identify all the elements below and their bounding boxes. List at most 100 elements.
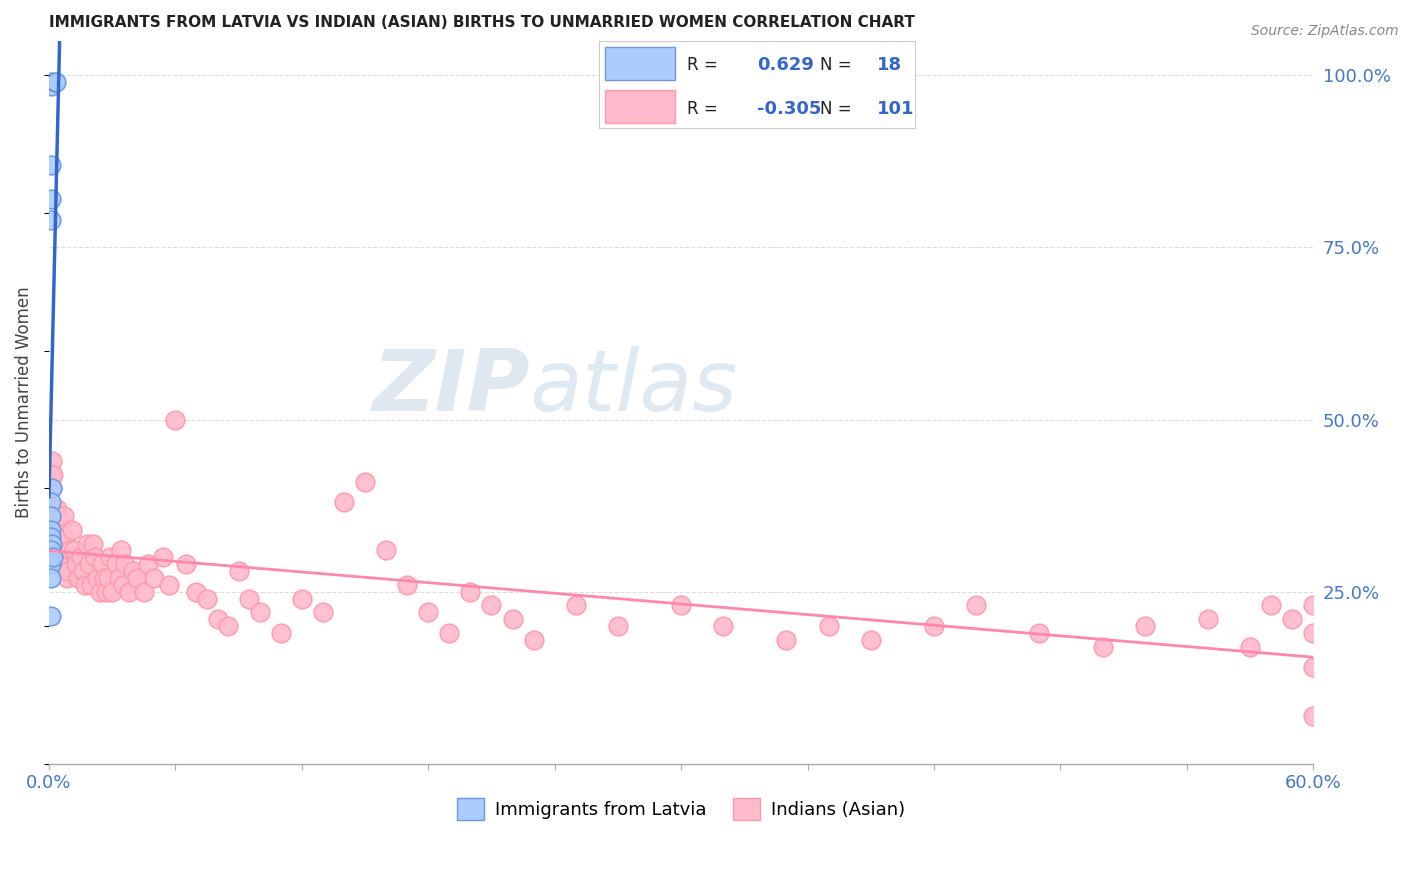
Point bbox=[143, 571, 166, 585]
Point bbox=[46, 536, 69, 550]
Point bbox=[291, 591, 314, 606]
Point bbox=[186, 584, 208, 599]
Point bbox=[118, 584, 141, 599]
Point bbox=[42, 502, 65, 516]
Point bbox=[41, 482, 63, 496]
Point bbox=[48, 508, 70, 523]
Point bbox=[101, 584, 124, 599]
Point bbox=[152, 550, 174, 565]
Point bbox=[965, 599, 987, 613]
Text: atlas: atlas bbox=[530, 346, 737, 429]
Point bbox=[606, 619, 628, 633]
Point bbox=[86, 571, 108, 585]
Point bbox=[1302, 708, 1324, 723]
Point bbox=[107, 571, 129, 585]
Point bbox=[1281, 612, 1303, 626]
Point bbox=[39, 192, 62, 206]
Point bbox=[48, 550, 70, 565]
Point bbox=[111, 578, 134, 592]
Point bbox=[65, 557, 87, 571]
Point bbox=[270, 626, 292, 640]
Point bbox=[922, 619, 945, 633]
Point bbox=[354, 475, 377, 489]
Point bbox=[89, 584, 111, 599]
Point bbox=[84, 550, 107, 565]
Point bbox=[39, 467, 62, 482]
Point bbox=[45, 75, 67, 89]
Text: ZIP: ZIP bbox=[371, 346, 530, 429]
Point bbox=[1091, 640, 1114, 654]
Point bbox=[46, 502, 69, 516]
Point bbox=[238, 591, 260, 606]
Point bbox=[39, 495, 62, 509]
Point bbox=[60, 523, 83, 537]
Point bbox=[41, 516, 63, 530]
Point bbox=[55, 550, 77, 565]
Point bbox=[122, 564, 145, 578]
Point bbox=[63, 543, 86, 558]
Point bbox=[1028, 626, 1050, 640]
Point bbox=[1197, 612, 1219, 626]
Point bbox=[41, 482, 63, 496]
Point bbox=[174, 557, 197, 571]
Point bbox=[195, 591, 218, 606]
Point bbox=[39, 571, 62, 585]
Point bbox=[97, 571, 120, 585]
Point bbox=[82, 536, 104, 550]
Point bbox=[1260, 599, 1282, 613]
Point bbox=[775, 632, 797, 647]
Point bbox=[481, 599, 503, 613]
Text: IMMIGRANTS FROM LATVIA VS INDIAN (ASIAN) BIRTHS TO UNMARRIED WOMEN CORRELATION C: IMMIGRANTS FROM LATVIA VS INDIAN (ASIAN)… bbox=[49, 15, 915, 30]
Point bbox=[48, 530, 70, 544]
Point bbox=[502, 612, 524, 626]
Point bbox=[44, 508, 66, 523]
Point bbox=[56, 564, 79, 578]
Point bbox=[439, 626, 461, 640]
Point bbox=[669, 599, 692, 613]
Point bbox=[157, 578, 180, 592]
Point bbox=[59, 543, 82, 558]
Point bbox=[217, 619, 239, 633]
Point bbox=[41, 454, 63, 468]
Point bbox=[53, 530, 76, 544]
Point bbox=[711, 619, 734, 633]
Text: Source: ZipAtlas.com: Source: ZipAtlas.com bbox=[1251, 24, 1399, 38]
Point bbox=[41, 536, 63, 550]
Point bbox=[817, 619, 839, 633]
Point bbox=[1302, 599, 1324, 613]
Point bbox=[39, 75, 62, 89]
Point bbox=[51, 536, 73, 550]
Point bbox=[105, 557, 128, 571]
Point bbox=[39, 508, 62, 523]
Point bbox=[165, 412, 187, 426]
Point bbox=[312, 605, 335, 619]
Point bbox=[228, 564, 250, 578]
Point bbox=[39, 557, 62, 571]
Point bbox=[44, 550, 66, 565]
Point bbox=[39, 530, 62, 544]
Y-axis label: Births to Unmarried Women: Births to Unmarried Women bbox=[15, 286, 32, 518]
Point bbox=[39, 158, 62, 172]
Point bbox=[39, 78, 62, 93]
Point bbox=[39, 523, 62, 537]
Point bbox=[73, 578, 96, 592]
Point bbox=[44, 516, 66, 530]
Point bbox=[132, 584, 155, 599]
Point bbox=[39, 608, 62, 623]
Point bbox=[418, 605, 440, 619]
Point bbox=[39, 213, 62, 227]
Point bbox=[523, 632, 546, 647]
Point bbox=[110, 543, 132, 558]
Point bbox=[249, 605, 271, 619]
Point bbox=[69, 550, 91, 565]
Point bbox=[1239, 640, 1261, 654]
Point bbox=[49, 516, 72, 530]
Point bbox=[39, 467, 62, 482]
Point bbox=[44, 75, 66, 89]
Point bbox=[80, 578, 103, 592]
Point bbox=[136, 557, 159, 571]
Point bbox=[39, 543, 62, 558]
Point bbox=[93, 571, 115, 585]
Point bbox=[67, 571, 90, 585]
Point bbox=[45, 523, 67, 537]
